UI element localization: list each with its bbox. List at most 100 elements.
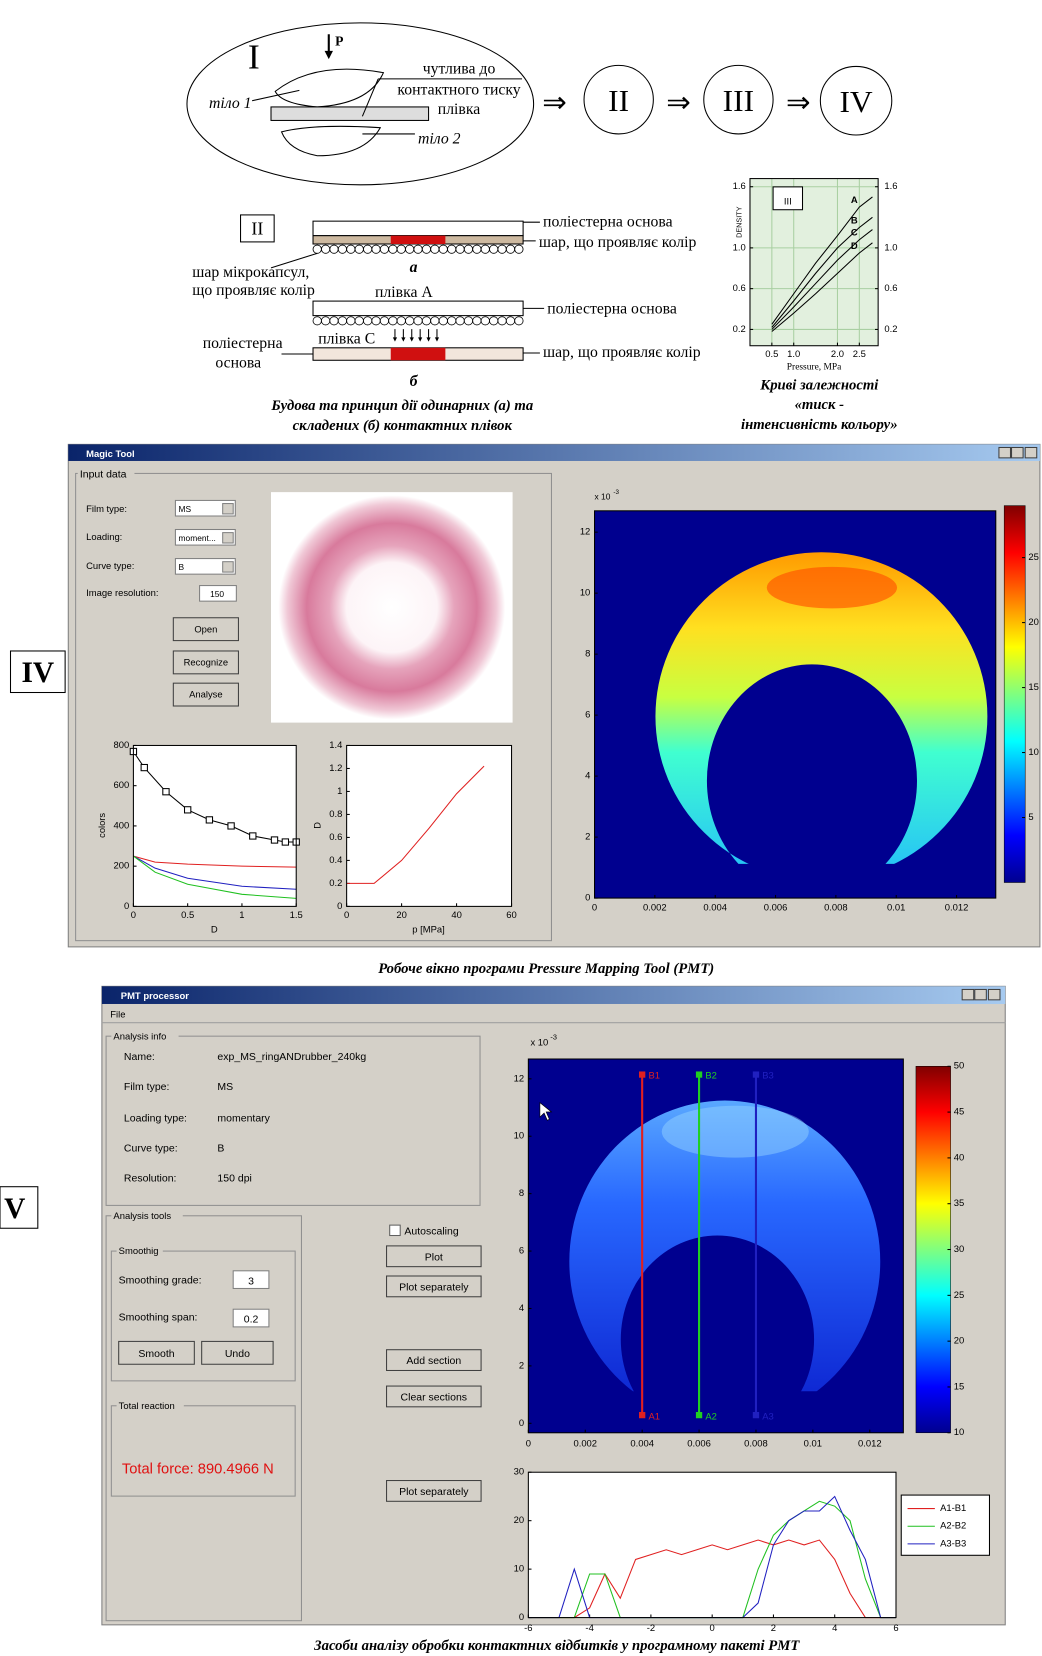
y-tick-label: 1.0: [733, 241, 746, 252]
series-label: B: [851, 214, 858, 225]
section-end: [639, 1071, 646, 1078]
arrow: ⇒: [786, 87, 811, 119]
y-tick-label: 0: [337, 900, 342, 911]
caption: Криві залежності: [759, 377, 878, 393]
info-label: Name:: [124, 1052, 155, 1063]
field-label: Loading:: [86, 531, 122, 542]
close-button[interactable]: [987, 988, 1001, 1001]
dropdown-arrow[interactable]: [222, 503, 234, 515]
microcapsule: [413, 316, 423, 326]
text-field[interactable]: [232, 1270, 270, 1289]
text-field[interactable]: [199, 585, 237, 602]
minimize-button[interactable]: [961, 988, 975, 1001]
dropdown[interactable]: [174, 528, 236, 546]
info-value: MS: [217, 1082, 233, 1093]
film-c-label: плівка С: [318, 331, 375, 348]
y2-tick-label: 0.2: [884, 323, 897, 334]
microcapsule-row: [312, 316, 524, 326]
plot-area: [133, 745, 297, 907]
button[interactable]: [386, 1349, 482, 1372]
field-value: MS: [179, 504, 192, 514]
button[interactable]: [386, 1275, 482, 1298]
group-label: Total reaction: [119, 1400, 175, 1411]
text-field[interactable]: [232, 1308, 270, 1328]
colorbar-tick-label: 25: [1028, 551, 1038, 562]
button[interactable]: [118, 1340, 195, 1365]
info-label: Curve type:: [124, 1143, 178, 1154]
stage-circle: [703, 64, 774, 135]
section-label: B1: [648, 1070, 660, 1081]
dropdown[interactable]: [174, 558, 236, 575]
section-label: A1: [648, 1410, 660, 1421]
microcapsule: [505, 316, 516, 326]
marker: [281, 838, 290, 846]
plots: 0 0.002 0.004 0.006 0.008 0.01 0.012 0 2 4 6 8 10 12 1…: [514, 1058, 991, 1633]
plot-frame: [132, 744, 297, 907]
button[interactable]: [386, 1245, 482, 1268]
base-label: поліестерна основа: [543, 213, 673, 230]
y-tick-label: 6: [519, 1245, 524, 1256]
legend: [900, 1494, 991, 1556]
microcapsule: [396, 244, 406, 254]
axis-exponent: -3: [613, 489, 619, 496]
dropdown-arrow[interactable]: [222, 561, 234, 573]
series-label: A: [851, 194, 858, 205]
button[interactable]: [172, 617, 239, 642]
heatmap-image: [766, 566, 898, 609]
body-2-label: тіло 2: [418, 130, 461, 147]
plot-frame: [749, 178, 879, 347]
y-tick-label: 8: [585, 648, 590, 659]
button[interactable]: [201, 1340, 274, 1365]
close-button[interactable]: [1024, 446, 1038, 459]
button-label: Clear sections: [401, 1393, 468, 1404]
legend-label: A1-B1: [940, 1502, 966, 1513]
film-label: плівка: [438, 101, 481, 118]
colorbar-tick-label: 5: [1028, 811, 1033, 822]
button-label: Plot separately: [399, 1283, 469, 1294]
y-tick-label: 12: [580, 526, 590, 537]
button-label: Smooth: [138, 1349, 174, 1360]
button[interactable]: [172, 650, 239, 675]
plot-frame: [527, 1471, 897, 1619]
y-axis-label: D: [311, 822, 322, 829]
checkbox[interactable]: [389, 1224, 401, 1237]
caption: Будова та принцип дії одинарних (а) та: [270, 398, 533, 414]
microcapsule-row: [312, 244, 524, 254]
y-tick-label: 0.6: [733, 282, 746, 293]
window-title: PMT processor: [121, 990, 189, 1001]
axis-multiplier: x 10: [530, 1037, 548, 1048]
pressure-arrowhead: [409, 337, 414, 342]
x-tick-label: 0: [344, 909, 349, 920]
button[interactable]: [386, 1480, 482, 1502]
stage-label: III: [784, 196, 792, 207]
dropdown-arrow[interactable]: [222, 532, 234, 544]
subfig-label: а: [410, 259, 418, 276]
y2-tick-label: 0.6: [884, 282, 897, 293]
series-line: [133, 855, 297, 899]
minimize-button[interactable]: [998, 446, 1012, 459]
button[interactable]: [172, 682, 239, 707]
marker: [227, 822, 235, 830]
colorbar-tick-label: 35: [954, 1197, 964, 1208]
x-tick-label: 2.5: [853, 348, 866, 359]
menu-item[interactable]: File: [110, 1009, 125, 1020]
maximize-button[interactable]: [1011, 446, 1024, 459]
maximize-button[interactable]: [974, 988, 987, 1001]
x-tick-label: 0.5: [765, 348, 778, 359]
y2-tick-label: 1.6: [884, 180, 897, 191]
microcapsule: [388, 316, 398, 326]
section-label: V: [4, 1193, 25, 1225]
microcapsule: [489, 244, 499, 254]
info-value: exp_MS_ringANDrubber_240kg: [217, 1052, 366, 1063]
marker: [249, 832, 257, 840]
microcapsule: [514, 244, 524, 254]
dropdown[interactable]: [174, 499, 236, 517]
microcapsule: [312, 316, 322, 326]
microcapsule: [447, 316, 457, 326]
button[interactable]: [386, 1385, 482, 1408]
microcapsule: [463, 316, 474, 326]
info-label: Film type:: [124, 1082, 170, 1093]
stage-label: II: [251, 219, 263, 239]
x-tick-label: 0: [526, 1437, 531, 1448]
